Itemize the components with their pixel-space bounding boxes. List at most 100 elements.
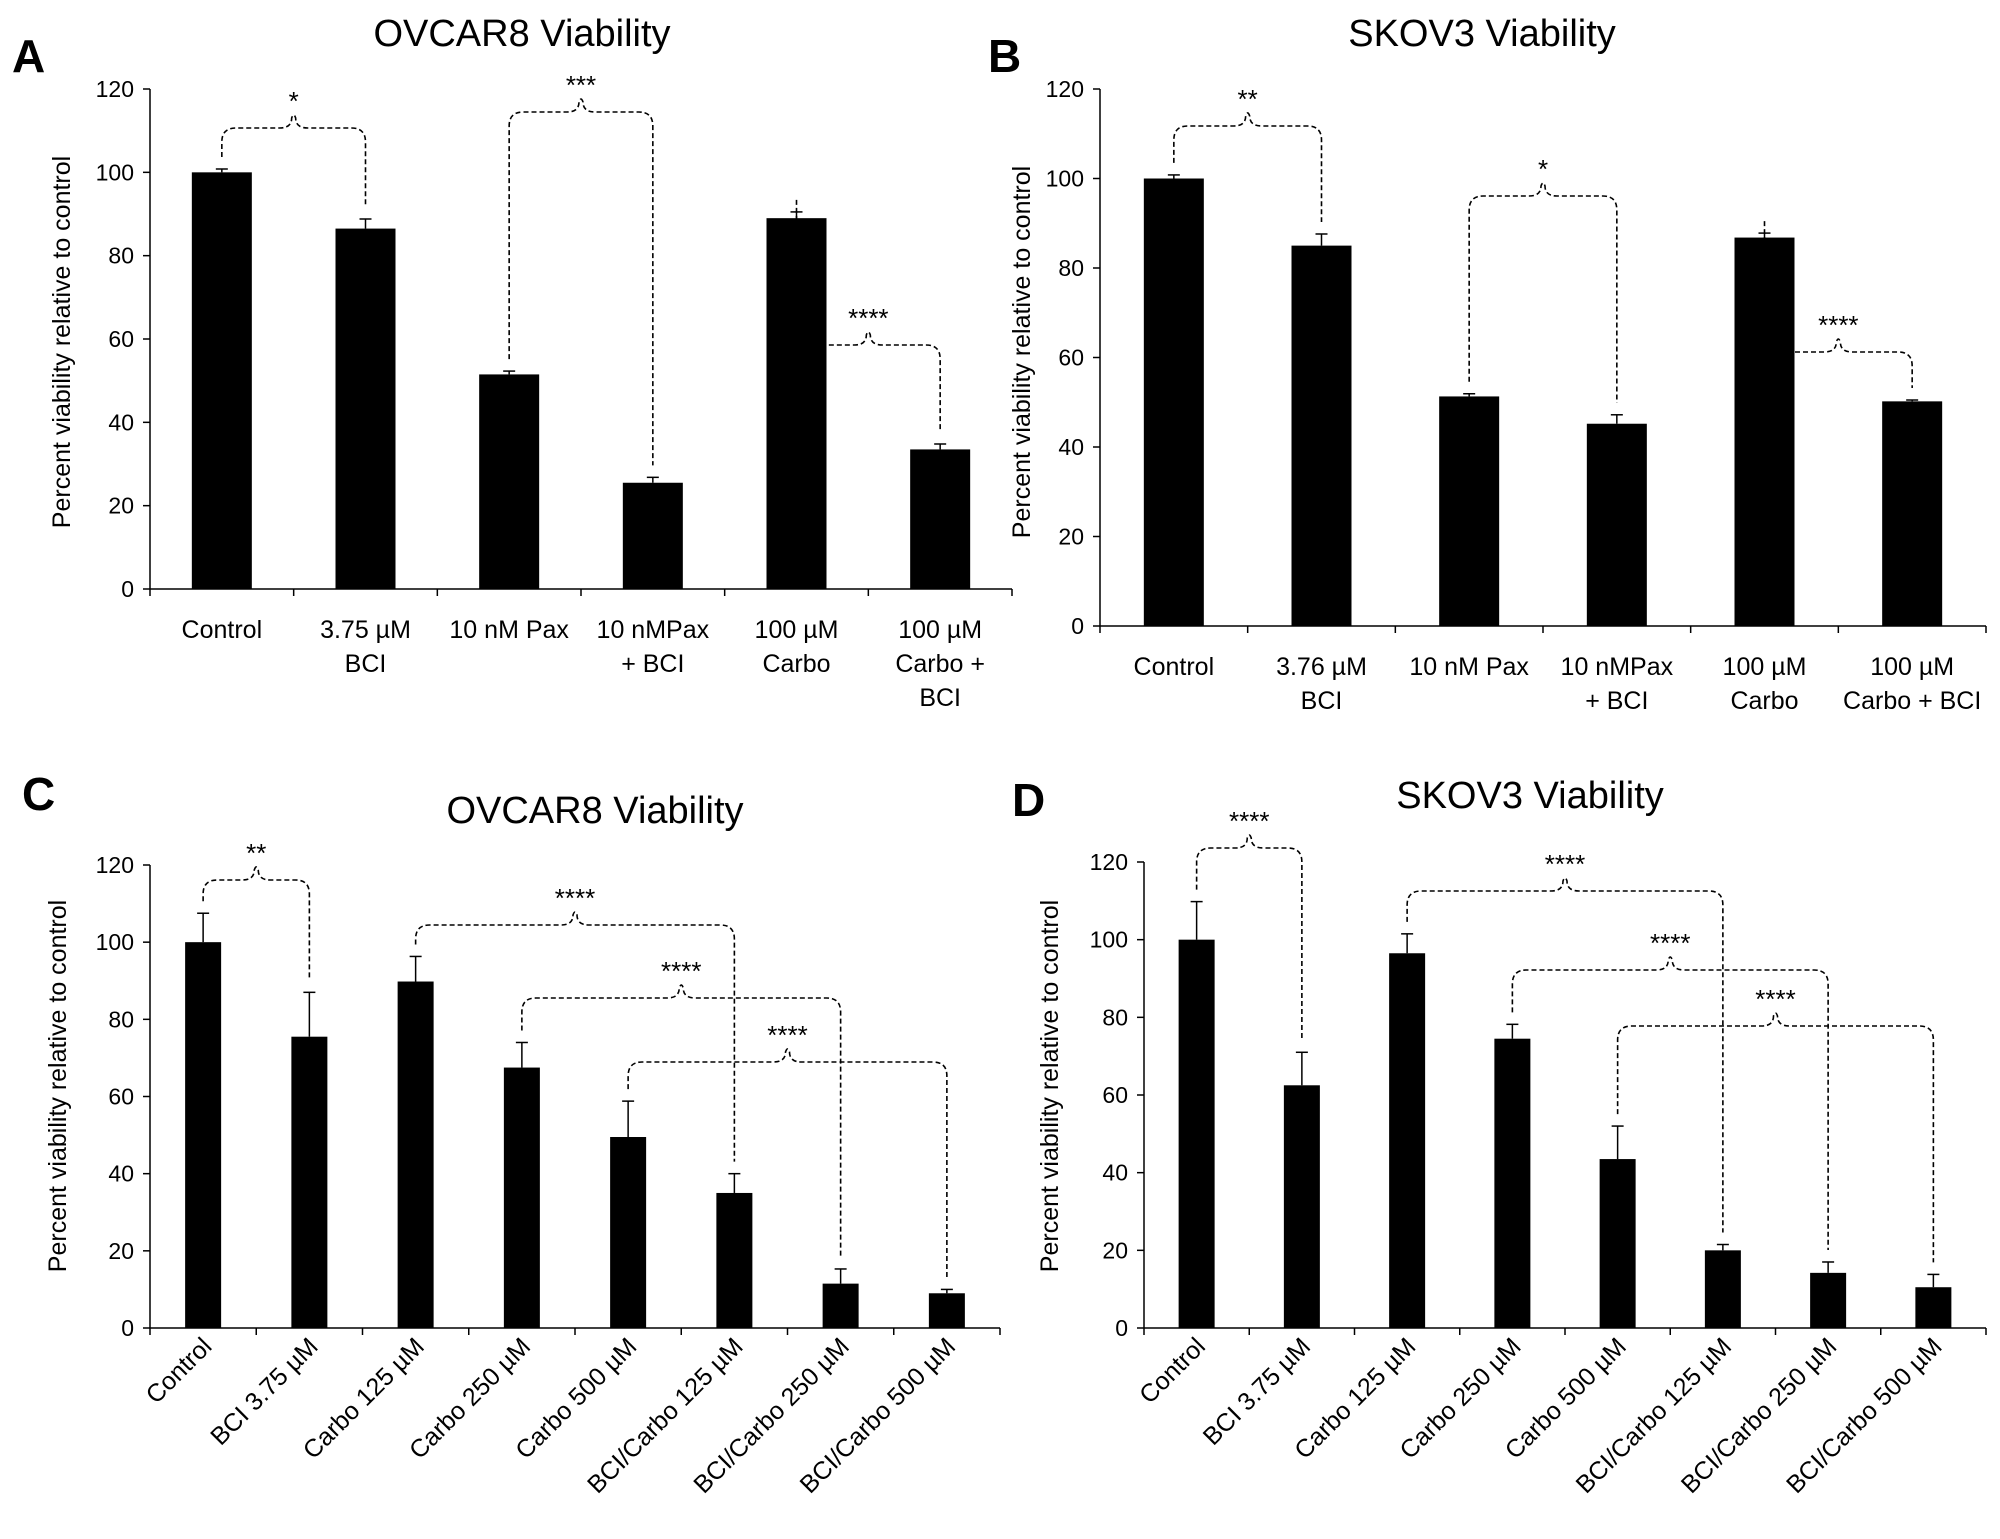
y-tick-label: 80 xyxy=(1102,1004,1128,1030)
significance-bracket xyxy=(1511,956,1829,1250)
significance-label: **** xyxy=(555,883,595,913)
plot-area-a: 0 20 40 60 80 100 120 Control 3.75 µM BCI 10 nM Pa… xyxy=(96,70,1013,712)
significance-bracket xyxy=(795,199,941,432)
significance-label: ** xyxy=(1238,84,1258,114)
significance-label: **** xyxy=(1545,849,1585,879)
panel-letter-c: C xyxy=(22,768,55,820)
y-axis-title-b: Percent viability relative to control xyxy=(1008,166,1036,538)
y-tick-label: 40 xyxy=(108,409,134,435)
chart-title-c: OVCAR8 Viability xyxy=(446,790,743,832)
y-axis-title-c: Percent viability relative to control xyxy=(44,900,72,1272)
y-tick-label: 80 xyxy=(1058,255,1084,281)
panel-a: A OVCAR8 Viability Percent viability rel… xyxy=(12,13,1013,712)
y-axis-title-a: Percent viability relative to control xyxy=(48,156,76,528)
y-tick-label: 60 xyxy=(1102,1082,1128,1108)
significance-bracket xyxy=(1763,221,1913,389)
bar xyxy=(622,482,683,589)
x-category-label: 3.76 µM BCI xyxy=(1276,653,1367,715)
significance-bracket xyxy=(221,114,367,207)
y-tick-label: 0 xyxy=(121,1315,134,1341)
y-tick-label: 120 xyxy=(96,76,134,102)
x-category-label: 100 µM Carbo xyxy=(755,616,839,678)
significance-label: * xyxy=(289,86,299,116)
y-tick-label: 40 xyxy=(1102,1160,1128,1186)
bar xyxy=(397,981,434,1328)
x-category-label: Control xyxy=(141,1332,218,1409)
x-category-label: BCI 3.75 µM xyxy=(1198,1332,1316,1450)
panel-letter-d: D xyxy=(1012,774,1045,826)
x-category-label: 10 nMPax + BCI xyxy=(1561,653,1674,715)
bar xyxy=(1586,423,1647,626)
significance-label: **** xyxy=(1650,928,1690,958)
x-category-label: 100 µM Carbo + BCI xyxy=(1843,653,1981,715)
x-category-label: Control xyxy=(1134,1332,1211,1409)
significance-bracket xyxy=(627,1048,948,1278)
significance-bracket xyxy=(521,984,842,1257)
significance-label: **** xyxy=(1755,984,1795,1014)
y-tick-label: 100 xyxy=(1046,166,1084,192)
y-tick-label: 120 xyxy=(1046,76,1084,102)
significance-label: **** xyxy=(767,1020,807,1050)
y-tick-label: 0 xyxy=(1115,1315,1128,1341)
significance-label: *** xyxy=(566,70,596,100)
y-tick-label: 100 xyxy=(96,159,134,185)
y-tick-label: 20 xyxy=(1058,524,1084,550)
x-category-label: Control xyxy=(1134,653,1215,681)
x-category-label: 100 µM Carbo xyxy=(1723,653,1807,715)
y-tick-label: 0 xyxy=(1071,613,1084,639)
x-category-label: 10 nM Pax xyxy=(1409,653,1529,681)
bar xyxy=(1810,1272,1847,1328)
y-tick-label: 0 xyxy=(121,576,134,602)
significance-label: **** xyxy=(661,956,701,986)
bar xyxy=(1291,245,1352,626)
significance-bracket xyxy=(414,911,736,1162)
y-axis-title-d: Percent viability relative to control xyxy=(1036,900,1064,1272)
significance-label: * xyxy=(1538,154,1548,184)
y-tick-label: 60 xyxy=(1058,345,1084,371)
significance-label: **** xyxy=(1229,806,1269,836)
bar xyxy=(716,1192,753,1328)
bar xyxy=(1494,1038,1531,1328)
bar xyxy=(822,1283,859,1328)
y-tick-label: 100 xyxy=(1090,927,1128,953)
y-tick-label: 40 xyxy=(1058,434,1084,460)
bar xyxy=(291,1036,328,1328)
x-category-label: 3.75 µM BCI xyxy=(320,616,411,678)
bar xyxy=(1704,1250,1741,1328)
x-category-label: BCI 3.75 µM xyxy=(205,1332,323,1450)
bar xyxy=(479,374,540,589)
significance-bracket xyxy=(1173,112,1323,222)
bar xyxy=(928,1293,965,1328)
bar xyxy=(1178,939,1215,1328)
bar xyxy=(191,172,252,590)
chart-title-d: SKOV3 Viability xyxy=(1396,775,1664,817)
plot-area-b: 0 20 40 60 80 100 120 Control 3.76 µM BCI 10 nM Pa… xyxy=(1046,76,1987,715)
panel-c: C OVCAR8 Viability Percent viability rel… xyxy=(22,768,1001,1499)
significance-bracket xyxy=(1468,182,1618,403)
bar xyxy=(910,449,971,589)
significance-bracket xyxy=(1406,877,1724,1233)
y-tick-label: 120 xyxy=(96,852,134,878)
chart-title-b: SKOV3 Viability xyxy=(1348,13,1616,55)
y-tick-label: 120 xyxy=(1090,849,1128,875)
bar xyxy=(1439,396,1500,626)
y-tick-label: 80 xyxy=(108,243,134,269)
significance-label: **** xyxy=(1818,310,1858,340)
panel-letter-a: A xyxy=(12,30,45,82)
y-tick-label: 40 xyxy=(108,1161,134,1187)
bar xyxy=(1882,401,1943,626)
y-tick-label: 60 xyxy=(108,1084,134,1110)
significance-label: ** xyxy=(246,838,266,868)
y-tick-label: 20 xyxy=(108,493,134,519)
y-tick-label: 20 xyxy=(1102,1237,1128,1263)
bar xyxy=(1143,178,1204,626)
significance-bracket xyxy=(1195,834,1303,1041)
x-category-label: Control xyxy=(182,616,263,644)
bar xyxy=(1915,1287,1952,1328)
bar xyxy=(1389,953,1426,1328)
bar xyxy=(185,942,222,1328)
bar xyxy=(503,1067,540,1328)
x-category-label: 100 µM Carbo + BCI xyxy=(895,616,985,712)
